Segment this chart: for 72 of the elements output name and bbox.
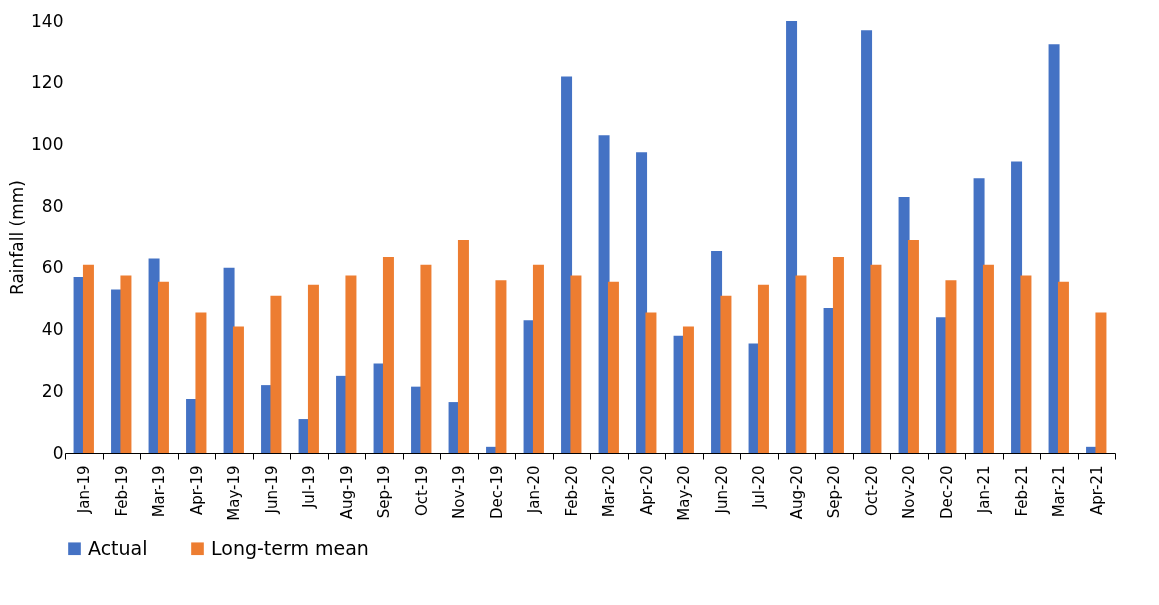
x-tick-label: Apr-19 <box>187 465 206 515</box>
y-tick-label: 100 <box>31 133 64 154</box>
x-tick-label: Jan-21 <box>975 465 994 515</box>
bar <box>157 281 169 453</box>
x-tick-label: Jul-20 <box>750 465 769 510</box>
bar <box>786 21 798 453</box>
x-tick-label: Sep-20 <box>825 465 844 519</box>
bar <box>570 275 582 453</box>
bar <box>495 280 507 453</box>
x-tick-label: Mar-21 <box>1050 465 1069 518</box>
bar <box>907 240 919 453</box>
y-tick-label: 80 <box>41 195 64 216</box>
x-tick-label: Mar-19 <box>150 465 169 518</box>
bar <box>532 264 544 453</box>
x-tick-label: Apr-20 <box>637 465 656 515</box>
y-tick-label: 120 <box>31 72 64 93</box>
x-tick-label: Jun-19 <box>262 465 281 515</box>
x-tick-label: Jun-20 <box>712 465 731 515</box>
bar <box>636 152 648 453</box>
legend-label: Long-term mean <box>211 536 369 559</box>
y-tick-label: 60 <box>41 257 64 278</box>
bar <box>1057 281 1069 453</box>
bar <box>861 30 873 453</box>
bar <box>945 280 957 453</box>
x-tick-label: Jan-19 <box>75 465 94 515</box>
bar <box>307 284 319 453</box>
bar <box>232 326 244 453</box>
bar <box>195 312 207 453</box>
bar <box>420 264 432 453</box>
x-tick-label: Oct-19 <box>412 465 431 516</box>
x-tick-label: Feb-21 <box>1012 465 1031 517</box>
y-tick-label: 0 <box>52 442 64 463</box>
bar <box>645 312 657 453</box>
x-tick-label: Dec-20 <box>937 465 956 520</box>
bar <box>607 281 619 453</box>
x-tick-label: May-20 <box>675 465 694 521</box>
bar <box>345 275 357 453</box>
x-tick-label: Jul-19 <box>300 465 319 510</box>
x-tick-label: Mar-20 <box>600 465 619 518</box>
x-tick-label: Jan-20 <box>525 465 544 515</box>
bar <box>982 264 994 453</box>
y-axis-title: Rainfall (mm) <box>7 180 28 295</box>
bar <box>457 240 469 453</box>
bar <box>757 284 769 453</box>
bar <box>120 275 132 453</box>
y-tick-label: 140 <box>31 10 64 31</box>
x-tick-label: May-19 <box>225 465 244 521</box>
y-tick-label: 40 <box>41 319 64 340</box>
x-tick-label: Dec-19 <box>487 465 506 520</box>
x-tick-label: Sep-19 <box>375 465 394 519</box>
bar <box>1048 44 1060 453</box>
bar <box>561 76 573 453</box>
bar <box>870 264 882 453</box>
bar <box>382 257 394 453</box>
x-tick-label: Nov-19 <box>450 465 469 519</box>
bar <box>1095 312 1107 453</box>
x-tick-label: Aug-19 <box>337 465 356 520</box>
bar <box>832 257 844 453</box>
x-tick-label: Feb-19 <box>112 465 131 517</box>
bar <box>82 264 94 453</box>
bar <box>682 326 694 453</box>
x-tick-label: Aug-20 <box>787 465 806 520</box>
bar <box>1020 275 1032 453</box>
y-tick-label: 20 <box>41 380 64 401</box>
legend-label: Actual <box>88 536 148 559</box>
bar <box>720 295 732 453</box>
bar <box>270 295 282 453</box>
bar <box>795 275 807 453</box>
x-tick-label: Apr-21 <box>1087 465 1106 515</box>
x-tick-label: Feb-20 <box>562 465 581 517</box>
x-tick-label: Oct-20 <box>862 465 881 516</box>
x-tick-label: Nov-20 <box>900 465 919 519</box>
